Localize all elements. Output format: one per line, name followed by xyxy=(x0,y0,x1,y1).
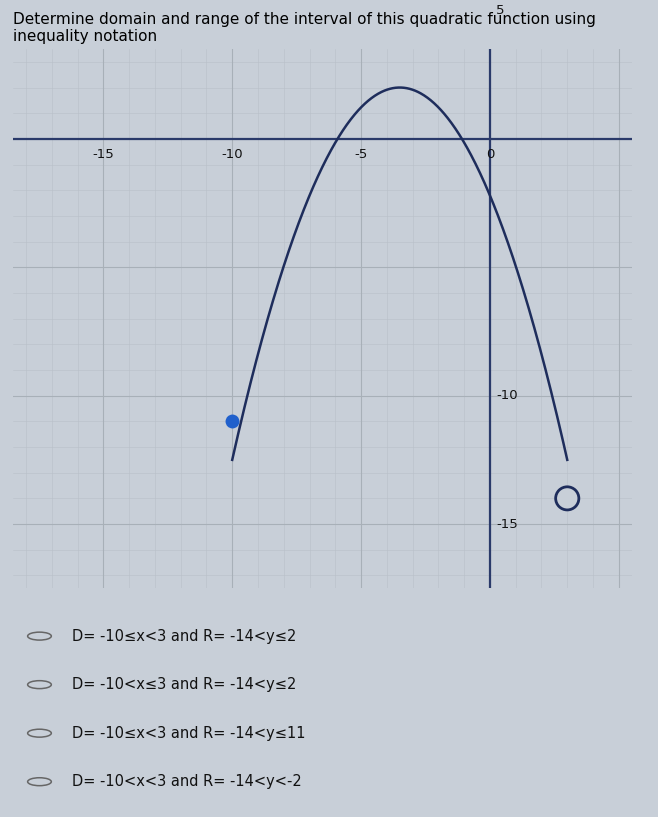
Text: -15: -15 xyxy=(93,148,114,161)
Text: Determine domain and range of the interval of this quadratic function using: Determine domain and range of the interv… xyxy=(13,12,596,27)
Text: D= -10<x≤3 and R= -14<y≤2: D= -10<x≤3 and R= -14<y≤2 xyxy=(72,677,297,692)
Text: -10: -10 xyxy=(496,389,518,402)
Text: D= -10<x<3 and R= -14<y<-2: D= -10<x<3 and R= -14<y<-2 xyxy=(72,775,302,789)
Circle shape xyxy=(555,487,579,510)
Text: D= -10≤x<3 and R= -14<y≤11: D= -10≤x<3 and R= -14<y≤11 xyxy=(72,725,306,741)
Text: 0: 0 xyxy=(486,148,494,161)
Text: -10: -10 xyxy=(221,148,243,161)
Text: inequality notation: inequality notation xyxy=(13,29,157,43)
Text: -5: -5 xyxy=(355,148,368,161)
Text: D= -10≤x<3 and R= -14<y≤2: D= -10≤x<3 and R= -14<y≤2 xyxy=(72,628,297,644)
Text: -15: -15 xyxy=(496,517,518,530)
Text: 5: 5 xyxy=(496,4,505,17)
